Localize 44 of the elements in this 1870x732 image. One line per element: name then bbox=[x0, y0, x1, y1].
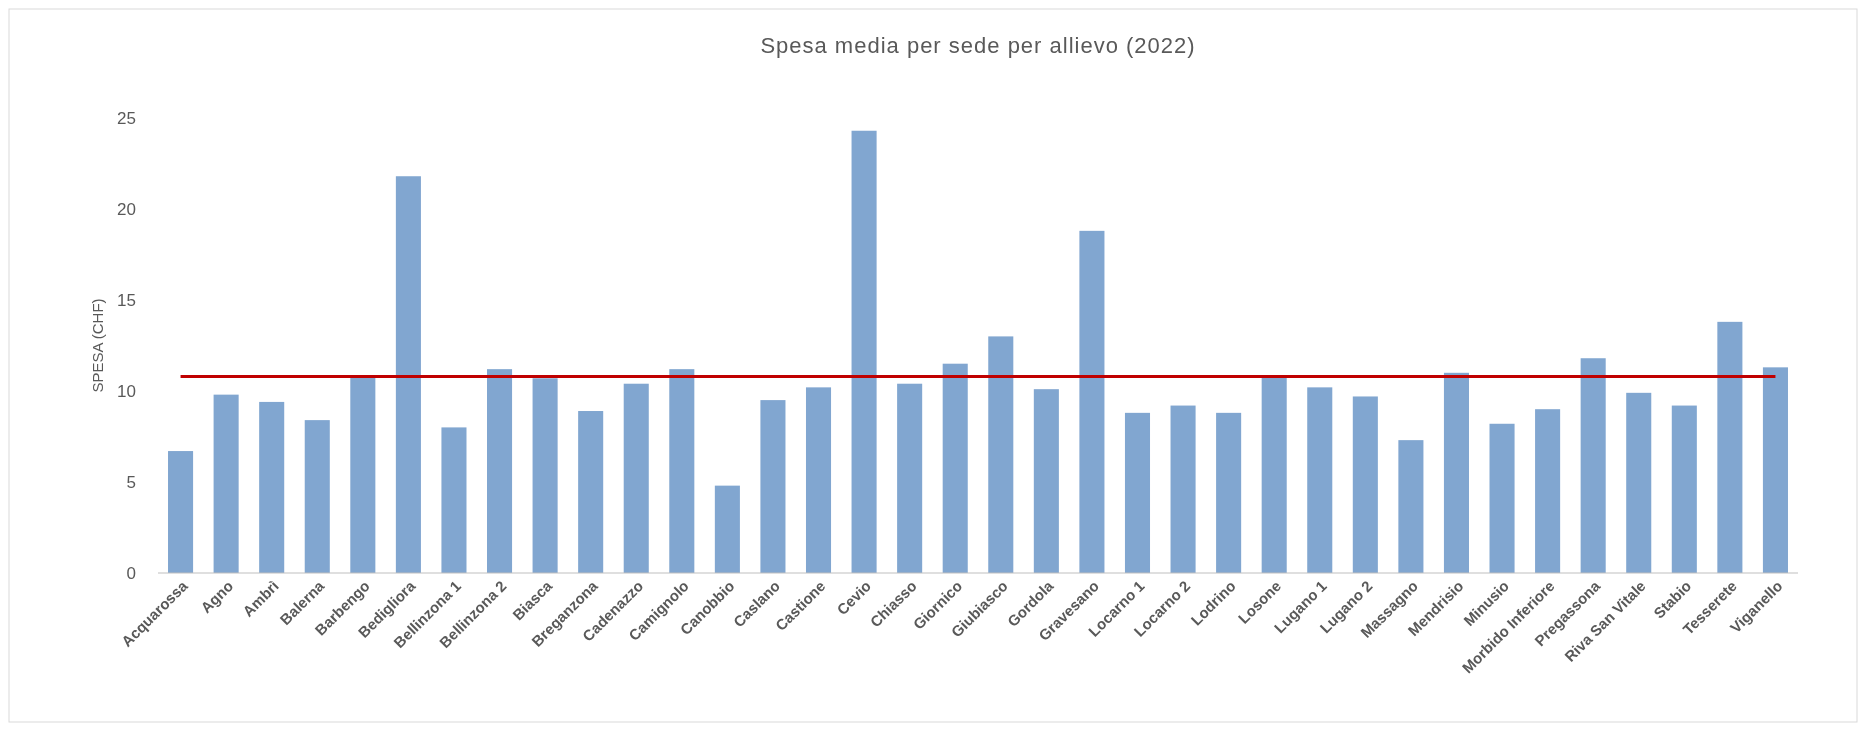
y-tick-label: 20 bbox=[117, 199, 136, 219]
bar bbox=[760, 400, 786, 573]
bar bbox=[1261, 376, 1287, 573]
bar bbox=[1352, 396, 1378, 573]
bar bbox=[1170, 405, 1196, 573]
y-axis-title: SPESA (CHF) bbox=[89, 298, 106, 393]
y-tick-label: 15 bbox=[117, 290, 136, 310]
bar bbox=[851, 130, 877, 573]
bar bbox=[623, 383, 649, 573]
bar bbox=[669, 369, 695, 573]
bar bbox=[578, 411, 604, 573]
bar bbox=[1033, 389, 1059, 573]
y-tick-label: 5 bbox=[126, 472, 136, 492]
bar bbox=[1489, 423, 1515, 573]
bar bbox=[395, 176, 421, 573]
bar bbox=[1626, 392, 1652, 573]
bar bbox=[714, 485, 740, 573]
bar bbox=[304, 420, 330, 573]
bar bbox=[988, 336, 1014, 573]
bar bbox=[1762, 367, 1788, 573]
bar bbox=[1124, 412, 1151, 573]
bar bbox=[532, 378, 558, 573]
y-tick-label: 0 bbox=[126, 563, 136, 583]
bar bbox=[1717, 321, 1743, 573]
bar bbox=[259, 401, 285, 573]
bar bbox=[213, 394, 239, 573]
y-tick-label: 10 bbox=[117, 381, 136, 401]
bar bbox=[1307, 387, 1333, 573]
y-tick-label: 25 bbox=[117, 108, 136, 128]
bar bbox=[1079, 230, 1105, 573]
bar bbox=[1398, 440, 1424, 573]
bar bbox=[168, 451, 194, 573]
bar bbox=[1671, 405, 1697, 573]
chart-title: Spesa media per sede per allievo (2022) bbox=[760, 33, 1196, 58]
bar bbox=[487, 369, 513, 573]
bar bbox=[942, 363, 968, 573]
bar bbox=[441, 427, 467, 573]
bar bbox=[1216, 412, 1242, 573]
bar bbox=[350, 376, 376, 573]
bar bbox=[897, 383, 923, 573]
bar bbox=[1535, 409, 1561, 573]
bar bbox=[805, 387, 832, 573]
bar bbox=[1580, 358, 1606, 573]
bar bbox=[1443, 372, 1469, 573]
